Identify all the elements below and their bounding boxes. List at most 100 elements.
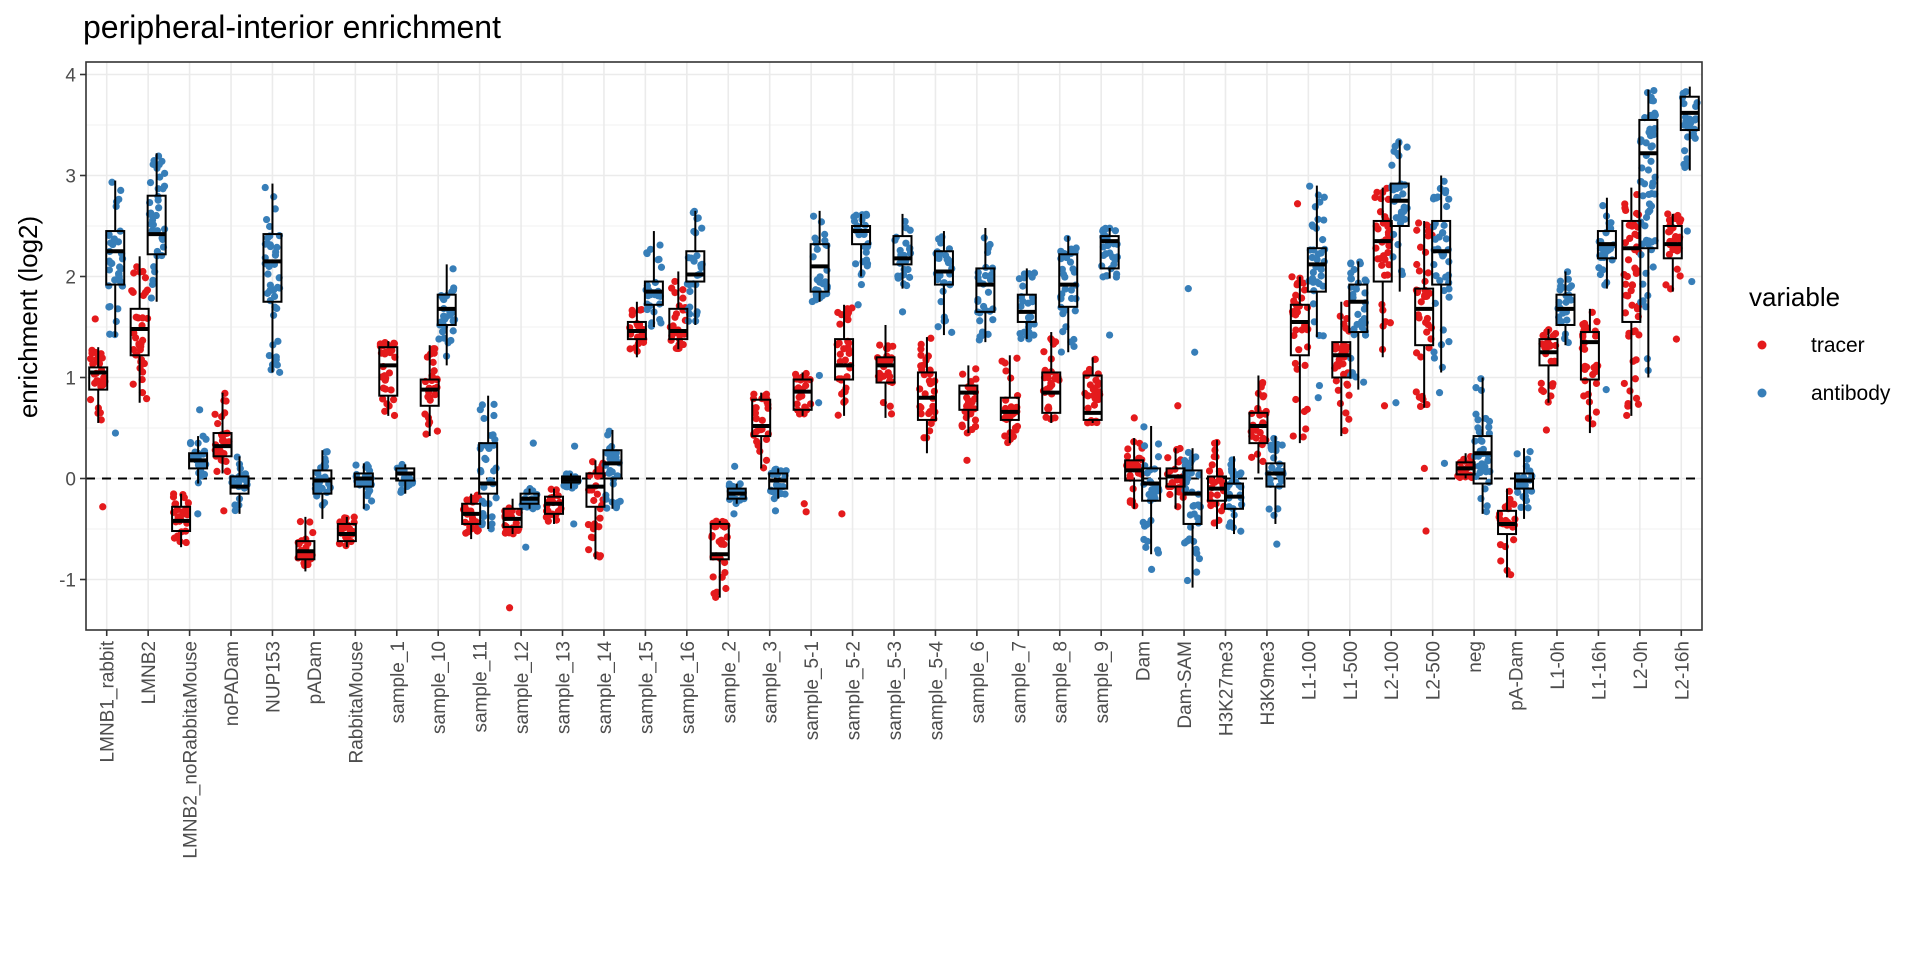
- box-tracer-l1-100[interactable]: [1289, 303, 1310, 357]
- box-antibody-sample-16[interactable]: [685, 250, 706, 283]
- data-point-antibody-sample-11: [487, 525, 495, 533]
- data-point-antibody-l1-100: [1315, 280, 1323, 288]
- data-point-antibody-sample-8: [1070, 268, 1079, 276]
- box-antibody-sample-5-4[interactable]: [933, 250, 954, 286]
- data-point-tracer-sample-9: [1090, 391, 1098, 400]
- box-antibody-l2-0h[interactable]: [1638, 118, 1659, 250]
- box-tracer-l1-16h[interactable]: [1579, 331, 1600, 381]
- box-tracer-sample-16[interactable]: [668, 307, 689, 341]
- box-tracer-h3k9me3[interactable]: [1248, 411, 1269, 445]
- data-point-tracer-dam: [1126, 471, 1134, 480]
- box-tracer-sample-5-1[interactable]: [792, 378, 813, 411]
- data-point-tracer-sample-6: [972, 375, 980, 383]
- data-point-tracer-l2-500: [1423, 314, 1432, 323]
- data-point-antibody-sample-15: [643, 249, 651, 257]
- data-point-antibody-pa-dam: [1514, 488, 1522, 496]
- box-tracer-l2-100[interactable]: [1372, 219, 1393, 283]
- data-point-antibody-nup153: [265, 351, 273, 360]
- box-antibody-sample-9[interactable]: [1099, 235, 1120, 270]
- box-tracer-l1-500[interactable]: [1331, 341, 1352, 379]
- data-point-tracer-l2-500: [1416, 243, 1425, 251]
- box-antibody-l2-100[interactable]: [1389, 182, 1410, 227]
- legend[interactable]: variable tracer antibody: [1749, 282, 1891, 405]
- box-antibody-neg[interactable]: [1472, 435, 1493, 485]
- data-point-antibody-sample-9: [1111, 227, 1120, 235]
- data-point-tracer-lmnb1-rabbit: [100, 374, 108, 382]
- data-point-antibody-nopadam: [231, 506, 239, 515]
- box-antibody-sample-7[interactable]: [1016, 293, 1037, 323]
- box-antibody-lmnb2[interactable]: [146, 194, 167, 256]
- box-tracer-sample-5-2[interactable]: [834, 338, 855, 381]
- box-antibody-nup153[interactable]: [262, 233, 283, 303]
- box-antibody-sample-6[interactable]: [975, 267, 996, 313]
- box-tracer-lmnb2[interactable]: [129, 307, 150, 357]
- data-point-tracer-dam-sam: [1173, 446, 1181, 454]
- box-antibody-sample-11[interactable]: [478, 442, 499, 495]
- box-tracer-sample-10[interactable]: [419, 378, 440, 407]
- box-tracer-sample-9[interactable]: [1082, 374, 1103, 421]
- box-antibody-lmnb1-rabbit[interactable]: [105, 230, 126, 286]
- box-antibody-dam-sam[interactable]: [1182, 469, 1203, 525]
- box-tracer-sample-14[interactable]: [585, 472, 606, 508]
- data-point-tracer-l2-0h: [1623, 411, 1631, 420]
- box-tracer-sample-7[interactable]: [999, 396, 1020, 421]
- box-tracer-sample-5-3[interactable]: [875, 356, 896, 384]
- data-point-tracer-pa-dam: [1497, 557, 1505, 565]
- data-point-tracer-sample-1: [383, 400, 391, 408]
- box-tracer-l2-500[interactable]: [1414, 287, 1435, 347]
- box-tracer-l2-16h[interactable]: [1662, 225, 1683, 260]
- data-point-antibody-l1-100: [1314, 191, 1322, 199]
- data-point-antibody-sample-11: [490, 467, 498, 475]
- x-tick-label: sample_1: [388, 641, 409, 723]
- data-point-antibody-sample-5-3: [906, 273, 914, 281]
- data-point-tracer-sample-5-4: [917, 351, 925, 359]
- data-point-tracer-sample-2: [722, 584, 730, 593]
- outlier-point-antibody-l2-500: [1435, 389, 1444, 397]
- data-point-antibody-pa-dam: [1521, 481, 1529, 489]
- data-point-tracer-l1-100: [1292, 395, 1300, 404]
- box-antibody-sample-5-2[interactable]: [851, 225, 872, 246]
- box-tracer-sample-3[interactable]: [751, 398, 772, 438]
- data-point-antibody-sample-7: [1025, 313, 1033, 322]
- data-point-tracer-padam: [296, 518, 305, 526]
- data-point-tracer-sample-5-2: [834, 411, 842, 419]
- box-tracer-sample-6[interactable]: [958, 384, 979, 411]
- data-point-tracer-sample-5-3: [875, 369, 884, 377]
- data-point-antibody-l2-500: [1440, 177, 1448, 185]
- box-tracer-lmnb2-norabbitamouse[interactable]: [171, 505, 192, 533]
- data-point-antibody-sample-11: [478, 401, 486, 409]
- box-tracer-l2-0h[interactable]: [1621, 219, 1642, 323]
- data-point-tracer-l2-0h: [1635, 331, 1643, 339]
- data-point-tracer-l2-0h: [1634, 400, 1643, 408]
- data-point-antibody-l2-0h: [1650, 131, 1658, 139]
- outlier-point-antibody-l1-16h: [1602, 386, 1610, 394]
- box-tracer-lmnb1-rabbit[interactable]: [88, 366, 109, 391]
- data-point-tracer-sample-8: [1046, 383, 1054, 391]
- box-tracer-sample-2[interactable]: [709, 522, 730, 561]
- data-point-tracer-lmnb2-norabbitamouse: [180, 494, 188, 502]
- data-point-tracer-dam-sam: [1164, 454, 1172, 462]
- data-point-antibody-pa-dam: [1513, 450, 1521, 458]
- data-point-tracer-l1-500: [1334, 386, 1342, 394]
- data-point-antibody-neg: [1478, 460, 1486, 468]
- x-tick-label: sample_5-3: [885, 641, 906, 740]
- data-point-tracer-l1-500: [1340, 370, 1348, 378]
- legend-item-tracer[interactable]: tracer: [1757, 334, 1865, 357]
- data-point-tracer-sample-15: [636, 306, 644, 314]
- box-antibody-sample-8[interactable]: [1058, 253, 1079, 308]
- data-point-antibody-neg: [1472, 410, 1480, 418]
- data-point-antibody-sample-11: [490, 400, 498, 408]
- x-tick-label: noPADam: [222, 641, 243, 726]
- data-point-antibody-neg: [1475, 428, 1483, 436]
- data-point-antibody-rabbitamouse: [363, 492, 371, 500]
- box-antibody-l1-500[interactable]: [1348, 283, 1369, 334]
- data-point-antibody-l2-100: [1403, 143, 1411, 151]
- box-antibody-l1-100[interactable]: [1306, 247, 1327, 293]
- data-point-tracer-l2-100: [1385, 261, 1393, 269]
- data-point-tracer-sample-6: [972, 365, 980, 373]
- box-antibody-sample-5-3[interactable]: [892, 235, 913, 266]
- data-point-tracer-sample-14: [585, 546, 593, 554]
- legend-item-antibody[interactable]: antibody: [1757, 382, 1891, 405]
- box-tracer-sample-1[interactable]: [378, 346, 399, 397]
- data-point-tracer-sample-5-2: [836, 350, 844, 358]
